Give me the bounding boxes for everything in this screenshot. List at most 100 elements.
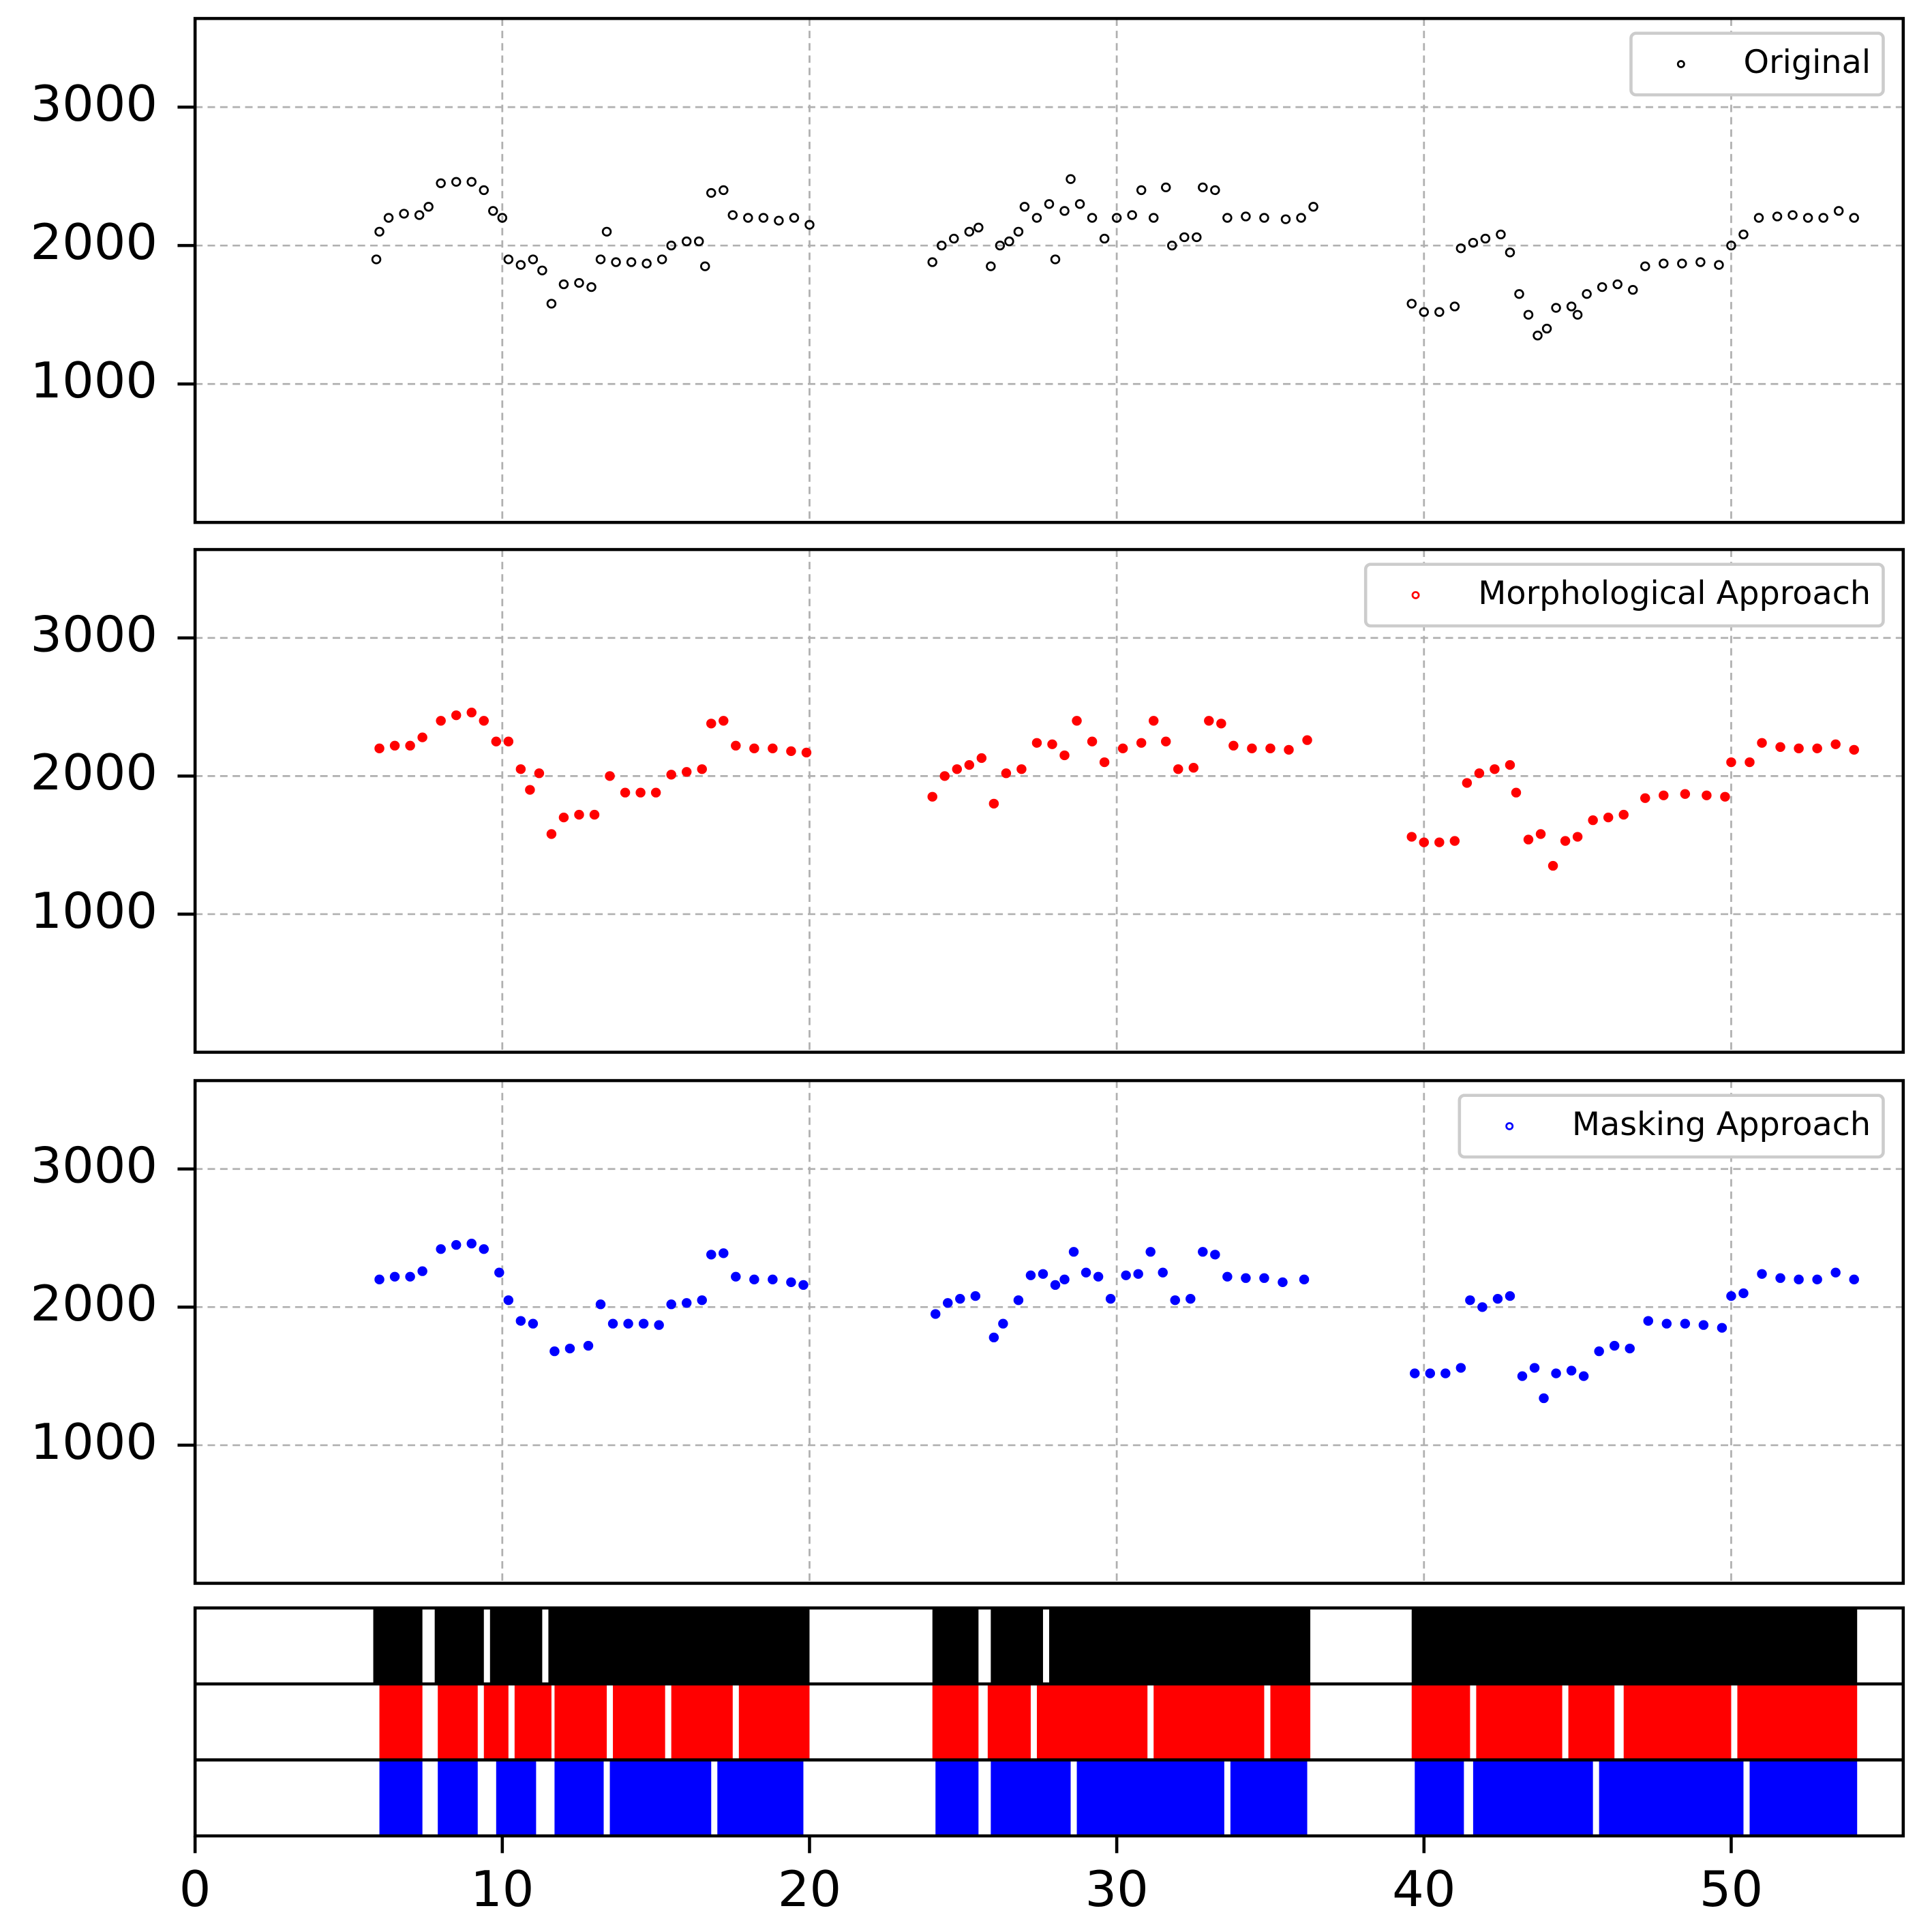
point: [1775, 742, 1785, 752]
point: [1594, 1346, 1604, 1357]
point: [1059, 750, 1070, 761]
point: [1136, 738, 1147, 748]
interval: [554, 1684, 607, 1760]
point: [706, 719, 716, 729]
point: [638, 1318, 649, 1329]
interval: [489, 1608, 543, 1685]
point: [1419, 307, 1430, 317]
point: [697, 764, 707, 774]
point: [973, 222, 984, 232]
point: [374, 226, 384, 237]
point: [768, 743, 778, 753]
point: [988, 798, 999, 809]
legend: Morphological Approach: [1363, 562, 1885, 628]
interval: [1473, 1760, 1593, 1837]
interval: [987, 1684, 1031, 1760]
point: [1695, 257, 1706, 267]
point: [970, 1290, 981, 1301]
point: [1013, 226, 1024, 237]
point: [1455, 243, 1466, 254]
point: [1480, 233, 1491, 244]
point: [1299, 1274, 1310, 1284]
point: [417, 732, 427, 742]
point: [666, 770, 676, 780]
point: [937, 241, 947, 251]
point: [1001, 768, 1012, 779]
point: [1757, 738, 1767, 748]
point: [804, 220, 815, 230]
point: [1066, 174, 1076, 184]
point: [451, 177, 462, 187]
legend-box: [1629, 31, 1885, 97]
legend: Original: [1629, 31, 1885, 97]
point: [1726, 757, 1736, 768]
point: [635, 787, 646, 798]
legend-marker: [1676, 60, 1685, 68]
interval: [1076, 1760, 1224, 1837]
point: [749, 1274, 759, 1284]
point: [1222, 1271, 1233, 1282]
point: [1216, 719, 1226, 729]
point: [1505, 1290, 1515, 1301]
point: [1449, 836, 1460, 846]
point: [451, 710, 462, 721]
axes-frame: [193, 1606, 1905, 1838]
point: [1099, 233, 1110, 244]
point: [1210, 1250, 1220, 1260]
point: [1603, 812, 1614, 823]
point: [1535, 829, 1546, 839]
point: [1477, 1302, 1488, 1312]
point: [503, 254, 514, 265]
y-tick-label: 3000: [30, 75, 157, 132]
point: [1802, 213, 1813, 223]
point: [466, 708, 477, 718]
point: [1188, 763, 1199, 773]
point: [731, 740, 741, 751]
point: [389, 1271, 400, 1282]
point: [1406, 832, 1417, 842]
interval: [1599, 1760, 1744, 1837]
point: [1794, 743, 1804, 753]
interval: [373, 1608, 423, 1685]
legend-label: Original: [1744, 44, 1871, 81]
point: [1745, 757, 1755, 768]
interval: [1476, 1684, 1563, 1760]
point: [654, 1320, 664, 1330]
point: [1812, 1274, 1822, 1284]
point: [1618, 809, 1629, 820]
point: [798, 1280, 809, 1290]
point: [466, 177, 477, 187]
point: [389, 740, 400, 751]
point: [549, 1346, 560, 1357]
raster-row: [379, 1684, 1858, 1760]
point: [1787, 210, 1798, 220]
point: [623, 1318, 633, 1329]
point: [1170, 1295, 1180, 1305]
point: [1265, 743, 1276, 753]
point: [1186, 1294, 1196, 1304]
point: [1068, 1247, 1079, 1257]
point: [1548, 860, 1558, 871]
point: [976, 753, 987, 764]
point: [1025, 1270, 1036, 1280]
point: [650, 787, 661, 798]
point: [423, 202, 434, 212]
interval: [438, 1684, 478, 1760]
interval: [613, 1684, 665, 1760]
point: [1640, 261, 1650, 271]
point: [515, 764, 526, 774]
point: [1572, 310, 1583, 320]
point: [383, 213, 394, 223]
point: [1849, 1274, 1859, 1284]
point: [1280, 214, 1291, 224]
point: [1204, 716, 1214, 726]
point: [986, 261, 996, 271]
x-tick-label: 40: [1392, 1861, 1455, 1918]
interval: [932, 1608, 979, 1685]
point: [515, 1316, 526, 1326]
interval: [1153, 1684, 1265, 1760]
interval: [548, 1608, 810, 1685]
point: [1717, 1323, 1727, 1333]
point: [1529, 1363, 1540, 1373]
point: [774, 215, 784, 226]
